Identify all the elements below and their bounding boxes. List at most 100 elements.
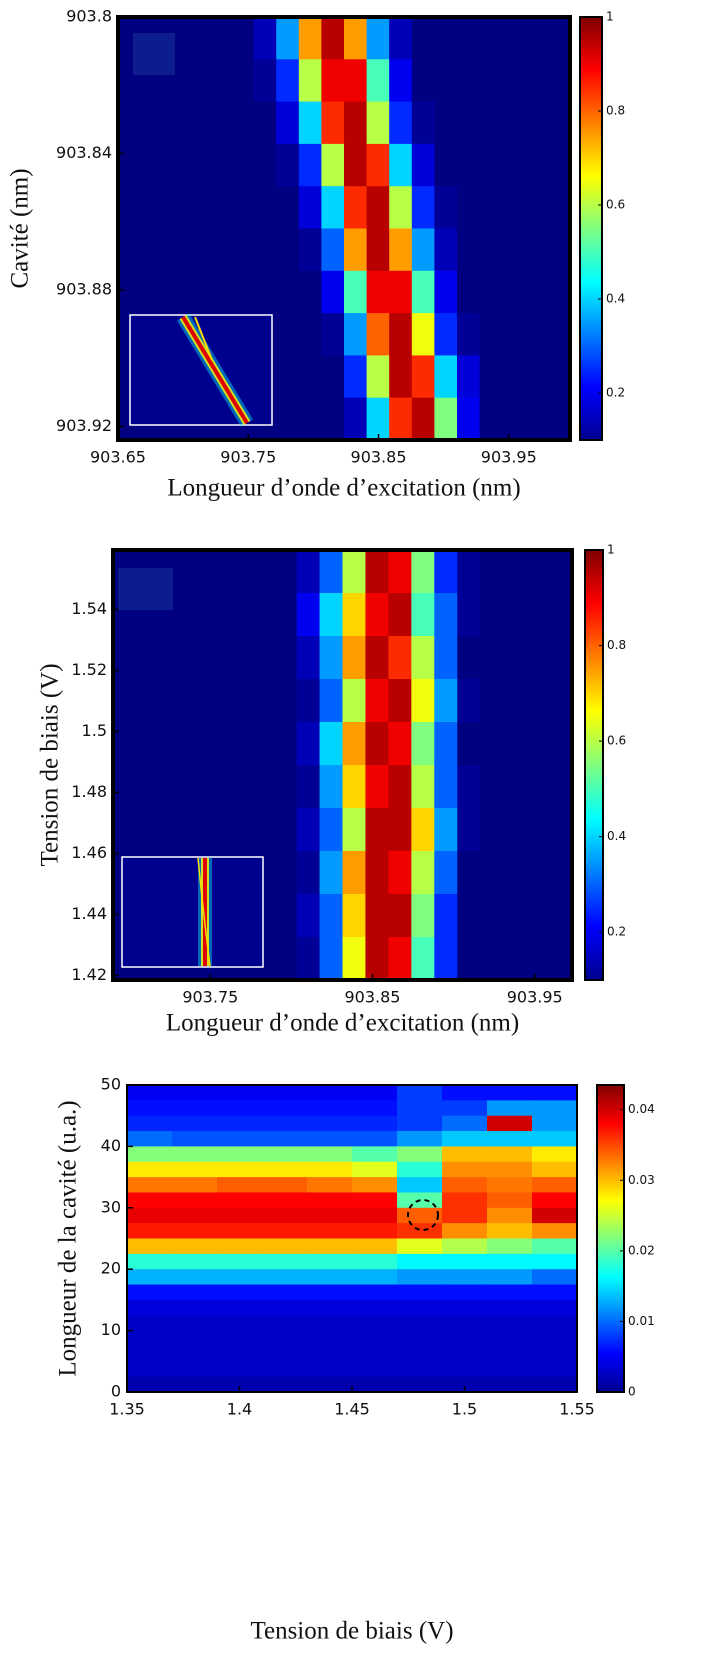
heatmap-cell (127, 1299, 173, 1316)
heatmap-cell (549, 722, 573, 766)
heatmap-cell (442, 1161, 488, 1178)
y-tick-label: 903.8 (66, 7, 112, 26)
heatmap-cell (127, 1207, 173, 1224)
heatmap-cell (250, 593, 275, 637)
heatmap-cell (140, 228, 164, 272)
heatmap-cell (434, 101, 458, 145)
heatmap-cell (321, 101, 345, 145)
heatmap-cell (262, 1207, 308, 1224)
heatmap-cell (487, 1361, 533, 1378)
heatmap-cell (262, 1376, 308, 1393)
colorbar-tick-label: 0.6 (607, 734, 626, 748)
heatmap-cell (388, 593, 412, 637)
heatmap-cell (479, 186, 503, 230)
heatmap-cell (273, 636, 298, 680)
heatmap-cell (532, 1192, 578, 1209)
heatmap-cell (388, 765, 412, 809)
heatmap-cell (457, 593, 481, 637)
heatmap-cell (217, 1115, 263, 1132)
heatmap-cell (526, 593, 550, 637)
heatmap-cell (262, 1269, 308, 1286)
heatmap-cell (185, 59, 209, 103)
heatmap-cell (352, 1146, 398, 1163)
heatmap-cell (217, 1131, 263, 1147)
y-tick-label: 903.84 (56, 143, 112, 162)
heatmap-cell (411, 937, 435, 981)
heatmap-cell (127, 1330, 173, 1347)
heatmap-cell (231, 228, 255, 272)
heatmap-cell (307, 1238, 353, 1255)
heatmap-cell (250, 550, 275, 594)
heatmap-cell (298, 59, 322, 103)
heatmap-cell (549, 765, 573, 809)
heatmap-cell (442, 1223, 488, 1240)
heatmap-cell (526, 808, 550, 852)
heatmap-cell (549, 851, 573, 895)
heatmap-cell (217, 1100, 263, 1117)
heatmap-cell (208, 101, 232, 145)
heatmap-cell (411, 397, 435, 441)
heatmap-cell (434, 636, 458, 680)
heatmap-cell (457, 679, 481, 723)
y-tick-label: 1.5 (82, 721, 107, 740)
heatmap-cell (321, 17, 345, 60)
y-axis-label: Tension de biais (V) (37, 663, 64, 866)
heatmap-cell (135, 765, 160, 809)
heatmap-cell (321, 270, 345, 314)
heatmap-cell (344, 270, 368, 314)
heatmap-cell (411, 186, 435, 230)
heatmap-cell (163, 101, 187, 145)
heatmap-cell (135, 808, 160, 852)
y-tick-label: 1.48 (71, 782, 107, 801)
heatmap-cell (547, 228, 571, 272)
heatmap-cell (549, 808, 573, 852)
x-tick-label: 903.85 (345, 988, 401, 1007)
heatmap-cell (352, 1330, 398, 1347)
heatmap-cell (457, 17, 481, 60)
heatmap-cell (298, 313, 322, 356)
heatmap-cell (307, 1361, 353, 1378)
heatmap-cell (442, 1085, 488, 1101)
heatmap-cell (217, 1207, 263, 1224)
heatmap-cell (480, 550, 504, 594)
heatmap-cell (273, 894, 298, 938)
heatmap-cell (307, 1315, 353, 1332)
heatmap-cell (388, 550, 412, 594)
heatmap-cell (457, 851, 481, 895)
heatmap-cell (321, 355, 345, 399)
heatmap-cell (457, 397, 481, 441)
heatmap-cell (276, 313, 300, 356)
heatmap-cell (276, 270, 300, 314)
heatmap-cell (307, 1177, 353, 1194)
heatmap-cell (321, 313, 345, 356)
heatmap-cell (352, 1161, 398, 1178)
y-tick-label: 30 (101, 1197, 121, 1216)
heatmap-cell (227, 636, 252, 680)
heatmap-cell (231, 143, 255, 187)
heatmap-cell (208, 228, 232, 272)
heatmap-cell (549, 593, 573, 637)
heatmap-cell (262, 1238, 308, 1255)
heatmap-cell (342, 636, 367, 680)
colorbar-tick-label: 0 (628, 1385, 636, 1399)
heatmap-cell (366, 355, 390, 399)
heatmap-cell (352, 1376, 398, 1393)
heatmap-cell (163, 186, 187, 230)
heatmap-cell (342, 593, 367, 637)
heatmap-cell (127, 1238, 173, 1255)
heatmap-cell (366, 101, 390, 145)
heatmap-cell (547, 17, 571, 60)
heatmap-cell (480, 593, 504, 637)
heatmap-cell (487, 1146, 533, 1163)
heatmap-cell (442, 1315, 488, 1332)
heatmap-cell (342, 851, 367, 895)
heatmap-cell (532, 1177, 578, 1194)
heatmap-cell (503, 894, 527, 938)
heatmap-cell (442, 1345, 488, 1362)
heatmap-cell (204, 636, 229, 680)
heatmap-cell (434, 186, 458, 230)
heatmap-cell (140, 270, 164, 314)
heatmap-cell (172, 1361, 218, 1378)
heatmap-cell (388, 808, 412, 852)
heatmap-cell (127, 1345, 173, 1362)
